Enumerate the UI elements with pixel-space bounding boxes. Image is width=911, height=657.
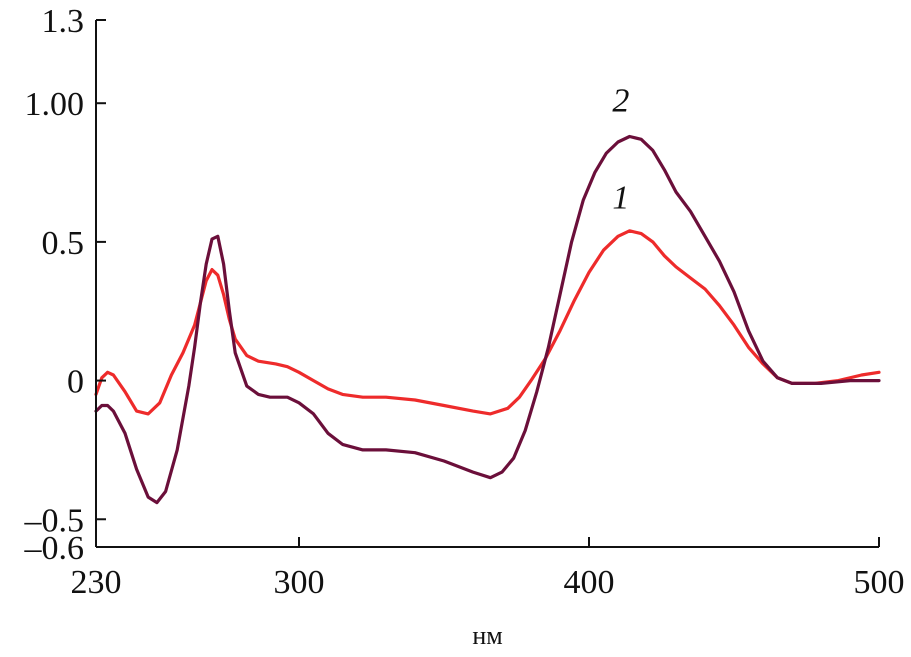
series-1-line bbox=[94, 229, 881, 416]
y-tick-label: 0.5 bbox=[42, 225, 85, 262]
x-tick-label: 300 bbox=[274, 564, 325, 601]
series-layer bbox=[94, 134, 881, 505]
series-labels: 12 bbox=[612, 83, 629, 217]
y-tick-label: –0.5 bbox=[24, 502, 85, 539]
x-ticks: 230 300 400 500 bbox=[71, 537, 905, 601]
series-2-line bbox=[94, 134, 881, 505]
y-tick-label: 1.00 bbox=[25, 86, 85, 123]
y-ticks: 1.3 1.00 0.5 0 –0.5–0.6 bbox=[24, 3, 106, 567]
series-1-label: 1 bbox=[612, 180, 629, 217]
x-axis-title: нм bbox=[472, 621, 502, 650]
y-tick-label: 0 bbox=[67, 364, 84, 401]
series-2-label: 2 bbox=[612, 83, 629, 120]
y-tick-label: –0.6 bbox=[24, 530, 85, 567]
x-tick-label: 500 bbox=[854, 564, 905, 601]
x-tick-label: 400 bbox=[564, 564, 615, 601]
x-tick-label: 230 bbox=[71, 564, 122, 601]
y-tick-label: 1.3 bbox=[42, 3, 85, 40]
